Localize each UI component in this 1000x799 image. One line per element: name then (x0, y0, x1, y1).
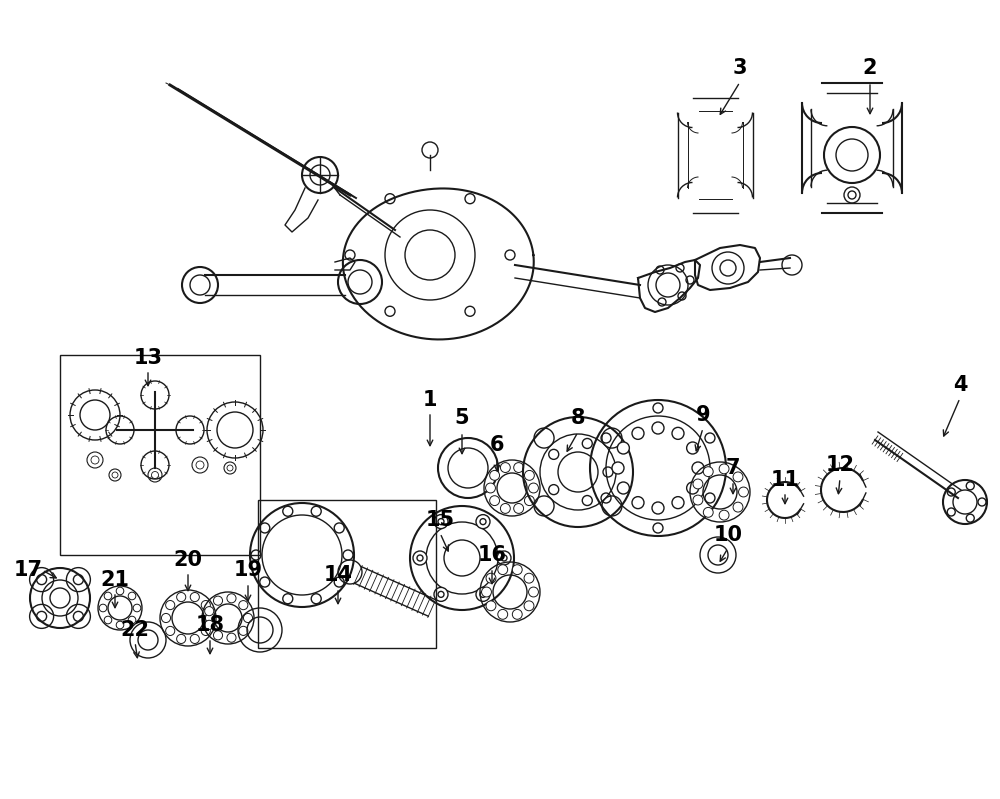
Circle shape (177, 593, 186, 602)
Circle shape (243, 614, 253, 622)
Circle shape (498, 610, 508, 619)
Circle shape (524, 573, 534, 583)
Circle shape (524, 471, 534, 480)
Text: 8: 8 (571, 408, 585, 428)
Text: 19: 19 (233, 560, 263, 580)
Circle shape (482, 587, 491, 597)
Text: 15: 15 (425, 510, 455, 530)
Text: 6: 6 (490, 435, 504, 455)
Circle shape (104, 592, 112, 600)
Circle shape (177, 634, 186, 643)
Circle shape (476, 587, 490, 602)
Text: 9: 9 (696, 405, 710, 425)
Circle shape (490, 495, 500, 506)
Circle shape (128, 616, 136, 624)
Text: 3: 3 (733, 58, 747, 78)
Circle shape (227, 633, 236, 642)
Circle shape (201, 601, 210, 610)
Text: 10: 10 (714, 525, 742, 545)
Circle shape (190, 634, 199, 643)
Text: 18: 18 (196, 615, 224, 635)
Text: 21: 21 (100, 570, 130, 590)
Circle shape (524, 601, 534, 610)
Circle shape (652, 422, 664, 434)
Text: 16: 16 (478, 545, 507, 565)
Circle shape (693, 495, 703, 505)
Circle shape (190, 593, 199, 602)
Circle shape (128, 592, 136, 600)
Text: 1: 1 (423, 390, 437, 410)
Circle shape (672, 427, 684, 439)
Circle shape (719, 511, 729, 520)
Text: 5: 5 (455, 408, 469, 428)
Circle shape (213, 630, 223, 640)
Circle shape (617, 442, 629, 454)
Text: 12: 12 (826, 455, 854, 475)
Text: 17: 17 (14, 560, 42, 580)
Bar (60, 355, 260, 555)
Circle shape (514, 463, 524, 472)
Text: 13: 13 (134, 348, 162, 368)
Circle shape (413, 551, 427, 565)
Text: 4: 4 (953, 375, 967, 395)
Circle shape (514, 503, 524, 514)
Circle shape (617, 482, 629, 494)
Circle shape (490, 471, 500, 480)
Circle shape (434, 587, 448, 602)
Circle shape (497, 551, 511, 565)
Circle shape (512, 610, 522, 619)
Text: 7: 7 (726, 458, 740, 478)
Text: 11: 11 (770, 470, 800, 490)
Circle shape (739, 487, 748, 497)
Circle shape (99, 604, 107, 612)
Circle shape (632, 427, 644, 439)
Circle shape (733, 502, 743, 512)
Circle shape (205, 620, 214, 630)
Circle shape (166, 626, 175, 635)
Circle shape (612, 462, 624, 474)
Circle shape (213, 596, 223, 605)
Circle shape (703, 467, 713, 476)
Circle shape (719, 464, 729, 474)
Circle shape (205, 606, 214, 616)
Circle shape (692, 462, 704, 474)
Circle shape (239, 601, 248, 610)
Circle shape (116, 621, 124, 629)
Text: 22: 22 (120, 620, 150, 640)
Circle shape (672, 497, 684, 509)
Circle shape (476, 515, 490, 529)
Circle shape (498, 565, 508, 574)
Circle shape (104, 616, 112, 624)
Circle shape (239, 626, 248, 635)
Circle shape (632, 497, 644, 509)
Circle shape (529, 587, 538, 597)
Text: 14: 14 (324, 565, 352, 585)
Circle shape (116, 587, 124, 594)
Circle shape (687, 482, 699, 494)
Circle shape (693, 479, 703, 489)
Circle shape (486, 483, 495, 493)
Circle shape (166, 601, 175, 610)
Circle shape (529, 483, 538, 493)
Circle shape (205, 614, 215, 622)
Circle shape (512, 565, 522, 574)
Circle shape (486, 601, 496, 610)
Circle shape (161, 614, 171, 622)
Circle shape (703, 507, 713, 517)
Circle shape (524, 495, 534, 506)
Text: 2: 2 (863, 58, 877, 78)
Circle shape (227, 594, 236, 603)
Text: 20: 20 (174, 550, 202, 570)
Bar (258, 500, 436, 648)
Circle shape (733, 472, 743, 482)
Circle shape (500, 463, 510, 472)
Circle shape (201, 626, 210, 635)
Circle shape (500, 503, 510, 514)
Circle shape (486, 573, 496, 583)
Circle shape (652, 502, 664, 514)
Circle shape (133, 604, 141, 612)
Circle shape (434, 515, 448, 529)
Circle shape (687, 442, 699, 454)
